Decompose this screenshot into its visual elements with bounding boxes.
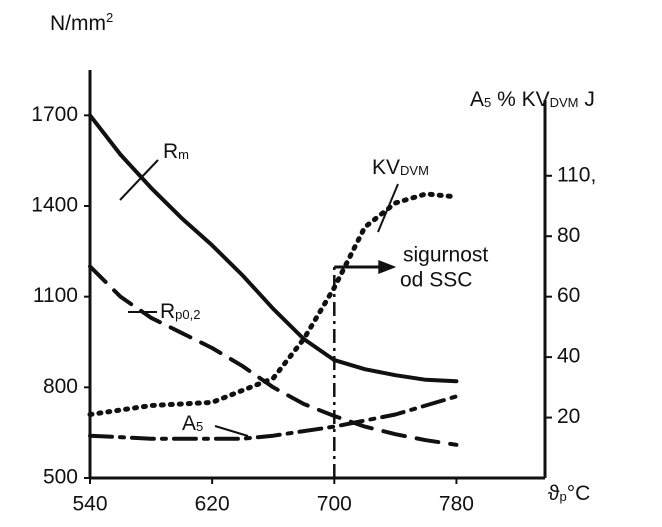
- marker-label: od SSC: [400, 269, 472, 292]
- y2-tick-label: 110,: [557, 163, 596, 186]
- y2-axis-label-part: DVM: [550, 95, 579, 110]
- series-label-part: p0,2: [175, 307, 200, 322]
- series-label-part: R: [163, 140, 178, 163]
- y-tick-label: 1700: [31, 103, 78, 126]
- y2-axis-label-part: J: [579, 88, 595, 111]
- y2-tick-label: 60: [557, 284, 580, 307]
- label-pointer: [214, 425, 249, 437]
- x-tick-label: 780: [439, 493, 474, 516]
- y-axis-label-part: 2: [106, 10, 113, 25]
- series-label-part: DVM: [400, 163, 429, 178]
- y-axis-label: N/mm2: [50, 10, 113, 35]
- y-tick-label: 1100: [33, 284, 78, 307]
- y-axis-label-part: N/mm: [50, 12, 106, 35]
- y2-tick-label: 80: [557, 224, 580, 247]
- series-line: [87, 191, 459, 417]
- series-label-part: KV: [372, 156, 400, 179]
- marker-label: sigurnost: [403, 244, 488, 267]
- series-label-part: m: [178, 147, 189, 162]
- y-tick-label: 500: [43, 466, 78, 489]
- series-label-part: A: [182, 412, 196, 435]
- series-line: [88, 394, 459, 441]
- label-pointer: [377, 183, 399, 233]
- label-pointer: [119, 159, 159, 201]
- y2-tick-label: 40: [557, 345, 580, 368]
- y2-tick-label: 20: [557, 405, 580, 428]
- series-label: A5: [182, 412, 203, 435]
- x-axis-label-part: ϑ: [548, 482, 560, 505]
- series-line: [88, 264, 459, 447]
- y2-axis-label: A5 % KVDVM J: [470, 88, 595, 111]
- marker-arrowhead: [378, 260, 397, 274]
- y2-axis-label-part: 5: [484, 95, 491, 110]
- series-label: Rp0,2: [160, 300, 200, 323]
- x-axis-label: ϑp°C: [548, 482, 590, 505]
- series-label-part: R: [160, 300, 175, 323]
- series-label-part: 5: [196, 419, 203, 434]
- series-line: [88, 113, 459, 384]
- y2-axis-label-part: A: [470, 88, 484, 111]
- y-tick-label: 800: [43, 375, 78, 398]
- x-tick-label: 540: [72, 493, 107, 516]
- y-tick-label: 1400: [31, 194, 78, 217]
- x-axis-label-part: p: [559, 489, 566, 504]
- y2-axis-label-part: % KV: [491, 88, 549, 111]
- x-tick-label: 700: [317, 493, 352, 516]
- x-tick-label: 620: [195, 493, 230, 516]
- series-label: KVDVM: [372, 156, 429, 179]
- series-label: Rm: [163, 140, 189, 163]
- x-axis-label-part: °C: [567, 482, 591, 505]
